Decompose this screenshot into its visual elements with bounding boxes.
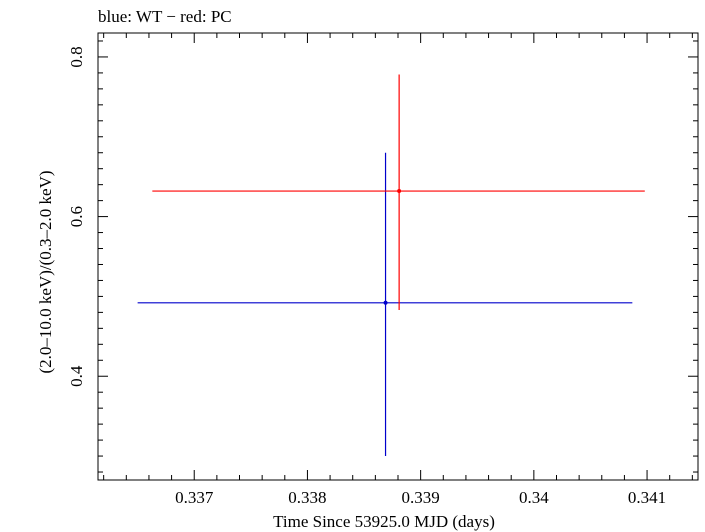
data-point-pc	[397, 189, 402, 194]
y-axis-label: (2.0–10.0 keV)/(0.3–2.0 keV)	[36, 170, 55, 373]
x-tick-label: 0.339	[402, 488, 440, 507]
x-tick-label: 0.338	[288, 488, 326, 507]
y-axis: 0.4 0.6 0.8	[67, 40, 698, 473]
x-tick-label: 0.337	[175, 488, 214, 507]
x-tick-label: 0.34	[519, 488, 549, 507]
data-point-wt	[383, 300, 388, 305]
chart-title: blue: WT − red: PC	[98, 7, 232, 26]
x-tick-label: 0.341	[628, 488, 666, 507]
y-tick-label: 0.8	[67, 46, 86, 67]
x-axis-label: Time Since 53925.0 MJD (days)	[273, 512, 495, 531]
plot-frame	[97, 32, 699, 481]
series-layer	[137, 74, 645, 457]
y-tick-label: 0.4	[67, 365, 86, 387]
y-tick-label: 0.6	[67, 206, 86, 227]
x-axis: 0.337 0.338 0.339 0.34 0.341	[103, 33, 693, 507]
